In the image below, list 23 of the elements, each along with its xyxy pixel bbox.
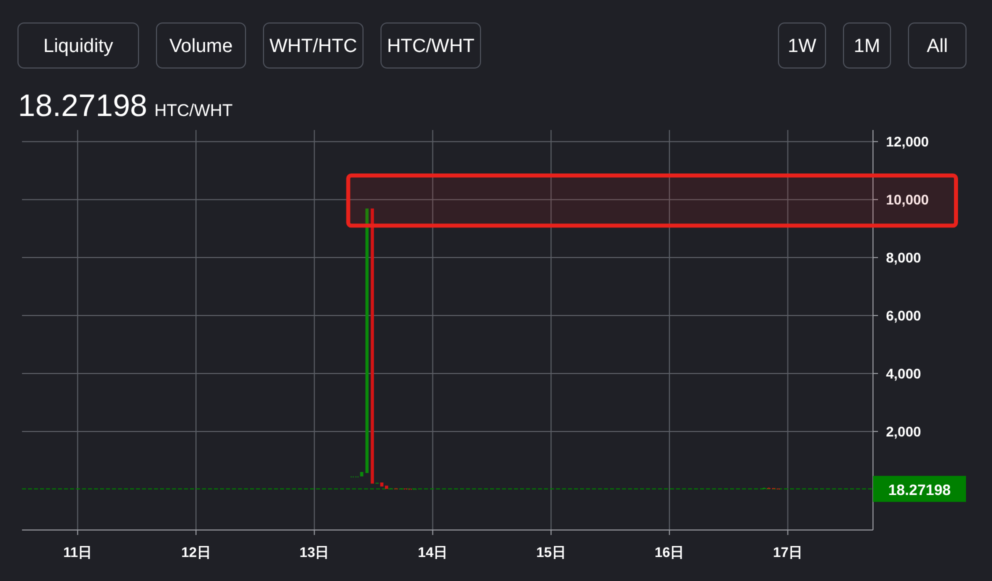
y-tick-label: 2,000	[886, 423, 922, 440]
y-tick-label: 8,000	[886, 250, 922, 266]
ref-line-label: 18.27198	[888, 482, 951, 499]
chart-title: 18.27198	[18, 88, 148, 123]
button: HTC/WHT	[380, 22, 481, 68]
button: 1M	[843, 22, 891, 68]
x-tick-label: 16日	[654, 544, 684, 560]
chart-subtitle: HTC/WHT	[154, 101, 233, 120]
y-tick-label: 4,000	[886, 365, 922, 382]
x-tick-label: 13日	[300, 544, 330, 560]
y-tick-label: 10,000	[886, 192, 930, 208]
button: 1W	[778, 22, 826, 68]
button: All	[908, 22, 966, 68]
x-tick-label: 17日	[772, 544, 803, 560]
x-tick-label: 11日	[63, 544, 92, 560]
x-tick-label: 12日	[181, 544, 211, 560]
button: WHT/HTC	[263, 22, 364, 68]
button: Liquidity	[18, 22, 139, 68]
y-tick-label: 12,000	[886, 134, 930, 150]
x-tick-label: 14日	[418, 544, 448, 560]
x-tick-label: 15日	[536, 544, 566, 560]
y-tick-label: 6,000	[886, 308, 922, 324]
button: Volume	[156, 22, 246, 68]
